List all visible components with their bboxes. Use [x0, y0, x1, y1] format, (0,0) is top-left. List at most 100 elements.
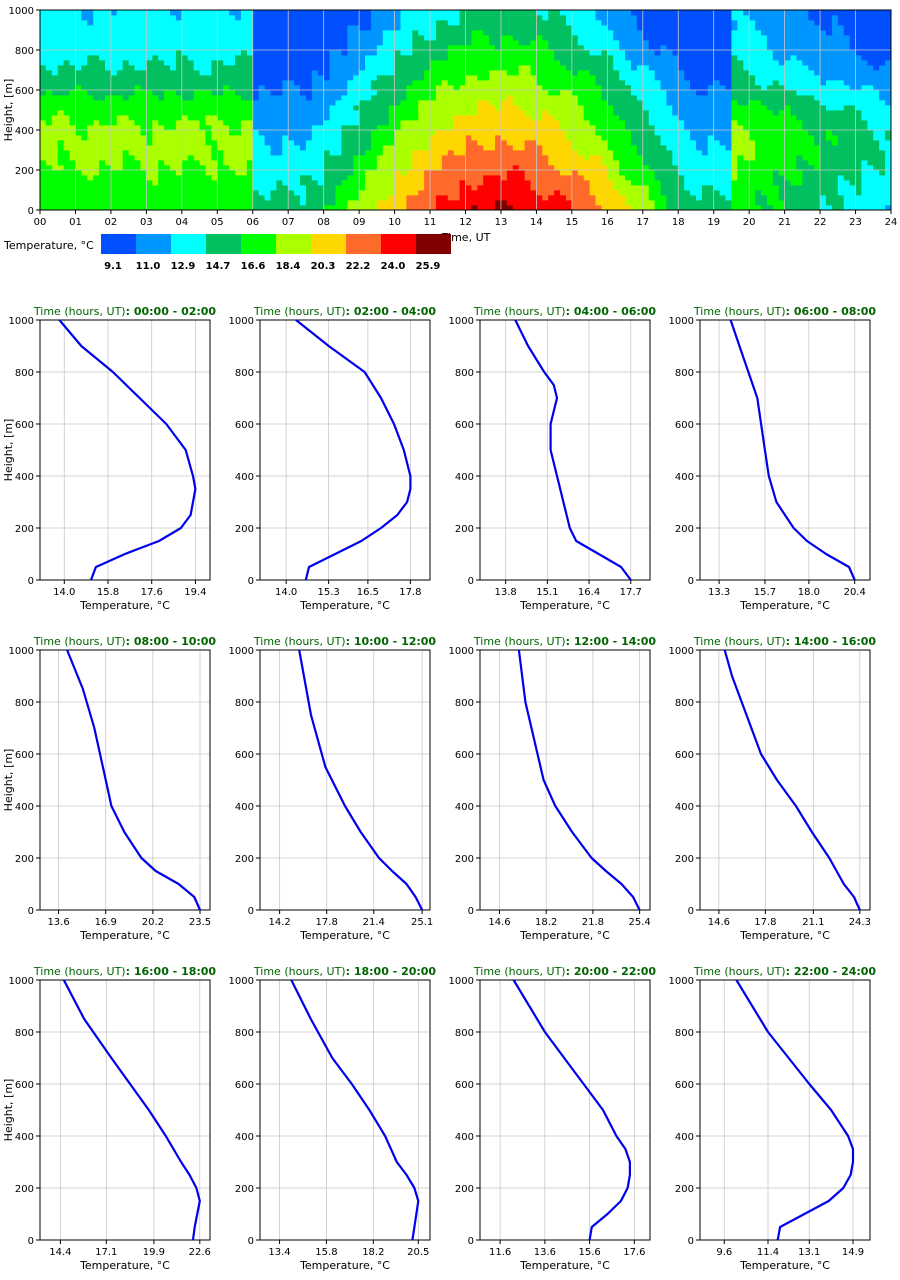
heatmap-cell [601, 35, 608, 41]
heatmap-cell [223, 125, 230, 131]
heatmap-cell [394, 90, 401, 96]
heatmap-cell [560, 185, 567, 191]
heatmap-cell [506, 150, 514, 156]
heatmap-cell [453, 80, 460, 86]
heatmap-cell [305, 145, 313, 151]
heatmap-cell [376, 100, 384, 106]
heatmap-cell [146, 75, 153, 81]
heatmap-cell [347, 100, 354, 106]
heatmap-cell [193, 90, 200, 96]
heatmap-cell [506, 130, 514, 136]
heatmap-cell [625, 205, 632, 211]
heatmap-cell [459, 75, 466, 81]
heatmap-cell [471, 135, 478, 141]
heatmap-cell [595, 65, 602, 71]
heatmap-cell [760, 110, 768, 116]
heatmap-cell [571, 20, 579, 26]
heatmap-cell [205, 170, 212, 176]
heatmap-cell [418, 200, 425, 206]
heatmap-cell [300, 95, 307, 101]
heatmap-cell [45, 75, 53, 81]
heatmap-cell [394, 10, 401, 16]
heatmap-cell [477, 55, 484, 61]
heatmap-cell [530, 20, 537, 26]
heatmap-cell [412, 30, 419, 36]
heatmap-cell [737, 85, 744, 91]
heatmap-cell [116, 50, 124, 56]
heatmap-cell [87, 185, 94, 191]
heatmap-cell [128, 115, 135, 121]
heatmap-cell [500, 155, 508, 161]
heatmap-cell [341, 75, 348, 81]
heatmap-cell [187, 150, 195, 156]
heatmap-cell [329, 140, 336, 146]
heatmap-cell [453, 105, 460, 111]
heatmap-cell [187, 80, 195, 86]
heatmap-cell [353, 30, 360, 36]
heatmap-cell [110, 180, 118, 186]
heatmap-cell [613, 50, 620, 56]
heatmap-cell [128, 40, 135, 46]
heatmap-cell [725, 75, 732, 81]
heatmap-cell [412, 35, 419, 41]
heatmap-cell [489, 185, 496, 191]
heatmap-cell [199, 110, 206, 116]
heatmap-cell [223, 120, 230, 126]
heatmap-cell [57, 110, 65, 116]
heatmap-cell [630, 140, 638, 146]
heatmap-cell [235, 10, 242, 16]
heatmap-cell [424, 115, 431, 121]
heatmap-cell [719, 45, 726, 51]
heatmap-cell [69, 160, 76, 166]
heatmap-cell [701, 25, 709, 31]
heatmap-cell [40, 70, 47, 76]
heatmap-cell [666, 60, 673, 66]
heatmap-cell [601, 115, 608, 121]
heatmap-cell [731, 105, 738, 111]
heatmap-cell [719, 200, 726, 206]
heatmap-cell [51, 135, 59, 141]
heatmap-cell [223, 15, 230, 21]
heatmap-cell [181, 80, 189, 86]
heatmap-cell [193, 75, 200, 81]
heatmap-cell [713, 80, 721, 86]
heatmap-cell [459, 170, 466, 176]
heatmap-cell [725, 150, 732, 156]
heatmap-cell [565, 25, 573, 31]
heatmap-cell [672, 60, 679, 66]
heatmap-cell [412, 150, 419, 156]
heatmap-cell [642, 160, 650, 166]
heatmap-cell [512, 40, 520, 46]
heatmap-cell [666, 185, 673, 191]
heatmap-cell [760, 135, 768, 141]
heatmap-cell [240, 20, 248, 26]
heatmap-cell [489, 30, 496, 36]
heatmap-cell [317, 125, 325, 131]
heatmap-cell [713, 170, 721, 176]
heatmap-cell [305, 40, 313, 46]
heatmap-cell [105, 35, 112, 41]
heatmap-cell [288, 155, 295, 161]
heatmap-cell [99, 30, 106, 36]
heatmap-cell [690, 20, 697, 26]
heatmap-cell [554, 80, 561, 86]
heatmap-cell [695, 60, 703, 66]
heatmap-cell [223, 10, 230, 16]
heatmap-cell [99, 180, 106, 186]
heatmap-cell [571, 200, 579, 206]
heatmap-cell [45, 135, 53, 141]
heatmap-cell [630, 75, 638, 81]
heatmap-cell [483, 130, 490, 136]
heatmap-cell [636, 35, 644, 41]
heatmap-cell [300, 20, 307, 26]
heatmap-cell [382, 125, 390, 131]
heatmap-cell [187, 40, 195, 46]
heatmap-cell [400, 135, 407, 141]
heatmap-cell [743, 100, 750, 106]
heatmap-cell [146, 190, 153, 196]
heatmap-cell [45, 175, 53, 181]
heatmap-cell [63, 85, 70, 91]
heatmap-cell [607, 125, 614, 131]
heatmap-cell [229, 55, 236, 61]
heatmap-cell [359, 10, 366, 16]
